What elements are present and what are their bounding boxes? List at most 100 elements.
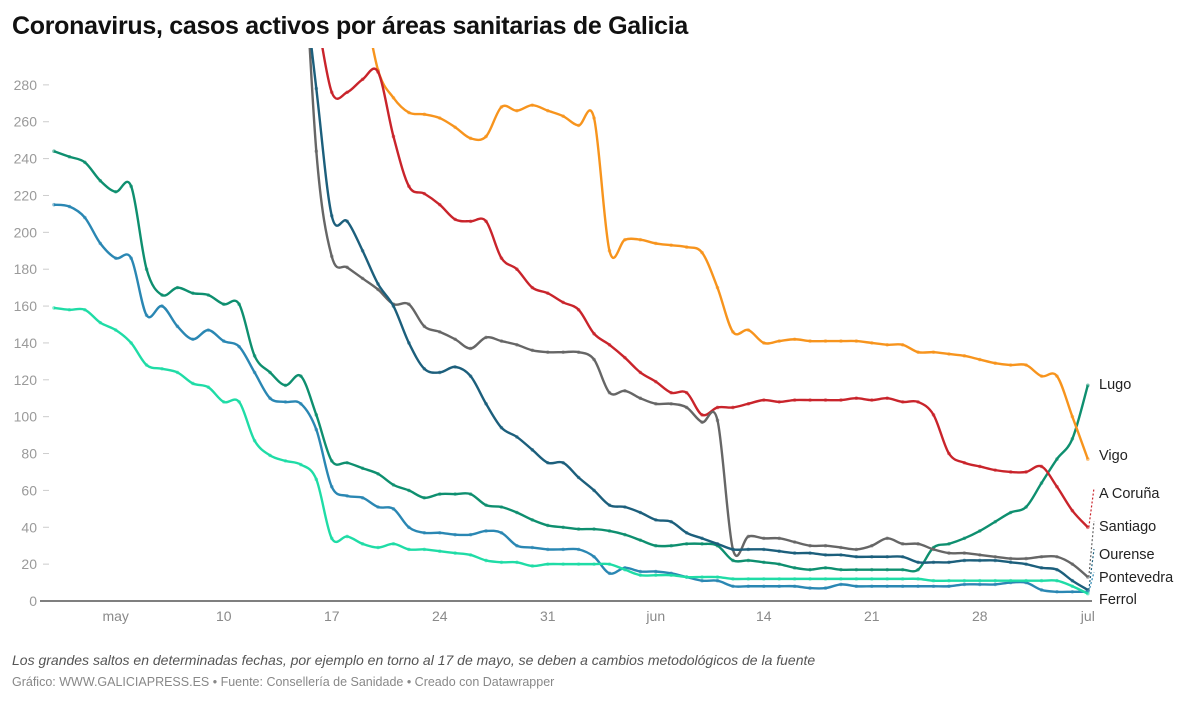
data-point: [731, 330, 735, 334]
data-point: [869, 577, 874, 581]
series-group: [52, 48, 1090, 596]
data-point: [931, 584, 936, 589]
data-point: [916, 584, 920, 589]
data-point: [638, 538, 643, 542]
data-point: [453, 365, 457, 369]
series-label: A Coruña: [1099, 486, 1160, 502]
data-point: [669, 243, 673, 248]
data-point: [808, 398, 812, 402]
data-point: [731, 558, 735, 563]
data-point: [530, 518, 535, 522]
data-point: [376, 505, 380, 509]
series-line-vigo: [371, 48, 1089, 460]
data-point: [437, 330, 442, 334]
data-point: [885, 577, 890, 581]
data-point: [931, 578, 936, 583]
x-tick-label: 31: [540, 608, 556, 624]
data-point: [854, 547, 859, 552]
series-label: Pontevedra: [1099, 570, 1174, 586]
data-point: [314, 413, 319, 417]
data-point: [777, 536, 782, 541]
data-point: [1055, 589, 1059, 594]
series-label: Ferrol: [1099, 592, 1137, 608]
data-point: [715, 418, 720, 423]
data-point: [607, 529, 612, 533]
data-point: [422, 324, 427, 329]
series-line-santiago: [308, 48, 1089, 578]
data-point: [823, 543, 828, 548]
data-point: [962, 460, 967, 465]
data-point: [978, 578, 982, 583]
data-point: [947, 451, 951, 456]
data-point: [823, 553, 828, 557]
data-point: [530, 103, 535, 107]
data-point: [854, 339, 859, 343]
data-point: [329, 213, 334, 218]
data-point: [839, 582, 843, 587]
data-point: [484, 335, 488, 340]
data-point: [206, 293, 211, 297]
data-point: [916, 560, 920, 565]
data-point: [576, 527, 581, 531]
chart-title: Coronavirus, casos activos por áreas san…: [12, 12, 688, 40]
y-tick-label: 280: [14, 77, 38, 93]
data-point: [252, 354, 257, 358]
data-point: [576, 562, 581, 566]
data-point: [1039, 464, 1044, 469]
data-point: [98, 320, 103, 325]
data-point: [515, 342, 519, 347]
data-point: [175, 370, 180, 375]
data-point: [792, 337, 797, 342]
data-point: [268, 396, 272, 401]
data-point: [638, 573, 643, 577]
data-point: [592, 554, 596, 559]
data-point: [808, 567, 812, 572]
data-point: [746, 328, 751, 332]
data-point: [345, 534, 349, 539]
data-point: [376, 287, 380, 292]
data-point: [592, 331, 596, 336]
series-label: Ourense: [1099, 547, 1155, 563]
data-point: [83, 307, 87, 312]
data-point: [839, 339, 843, 343]
data-point: [777, 400, 782, 404]
series-label: Santiago: [1099, 519, 1156, 535]
data-point: [700, 536, 704, 541]
data-point: [978, 553, 982, 557]
data-point: [623, 237, 627, 242]
data-point: [1070, 508, 1075, 513]
data-point: [931, 350, 936, 354]
data-point: [160, 366, 164, 371]
data-point: [1055, 374, 1059, 378]
data-point: [113, 189, 118, 194]
data-point: [1039, 374, 1044, 378]
data-point: [761, 547, 766, 552]
data-point: [206, 328, 211, 332]
data-point: [607, 248, 612, 253]
y-tick-label: 220: [14, 187, 38, 203]
data-point: [407, 488, 411, 493]
data-point: [792, 551, 797, 555]
data-point: [669, 573, 673, 577]
data-point: [360, 276, 365, 281]
data-point: [808, 551, 812, 555]
data-point: [1024, 578, 1028, 583]
data-point: [407, 184, 411, 189]
data-point: [916, 350, 920, 354]
data-point: [314, 86, 319, 91]
data-point: [761, 398, 766, 402]
data-point: [638, 237, 643, 242]
data-point: [576, 123, 581, 128]
data-point: [839, 545, 843, 550]
data-point: [561, 300, 565, 305]
data-point: [777, 562, 782, 566]
data-point: [684, 405, 689, 410]
data-point: [592, 562, 596, 566]
data-point: [731, 577, 735, 581]
data-point: [484, 401, 488, 406]
data-point: [653, 569, 658, 574]
data-point: [653, 543, 658, 548]
data-point: [299, 374, 303, 378]
data-point: [761, 341, 766, 345]
data-point: [376, 282, 380, 286]
